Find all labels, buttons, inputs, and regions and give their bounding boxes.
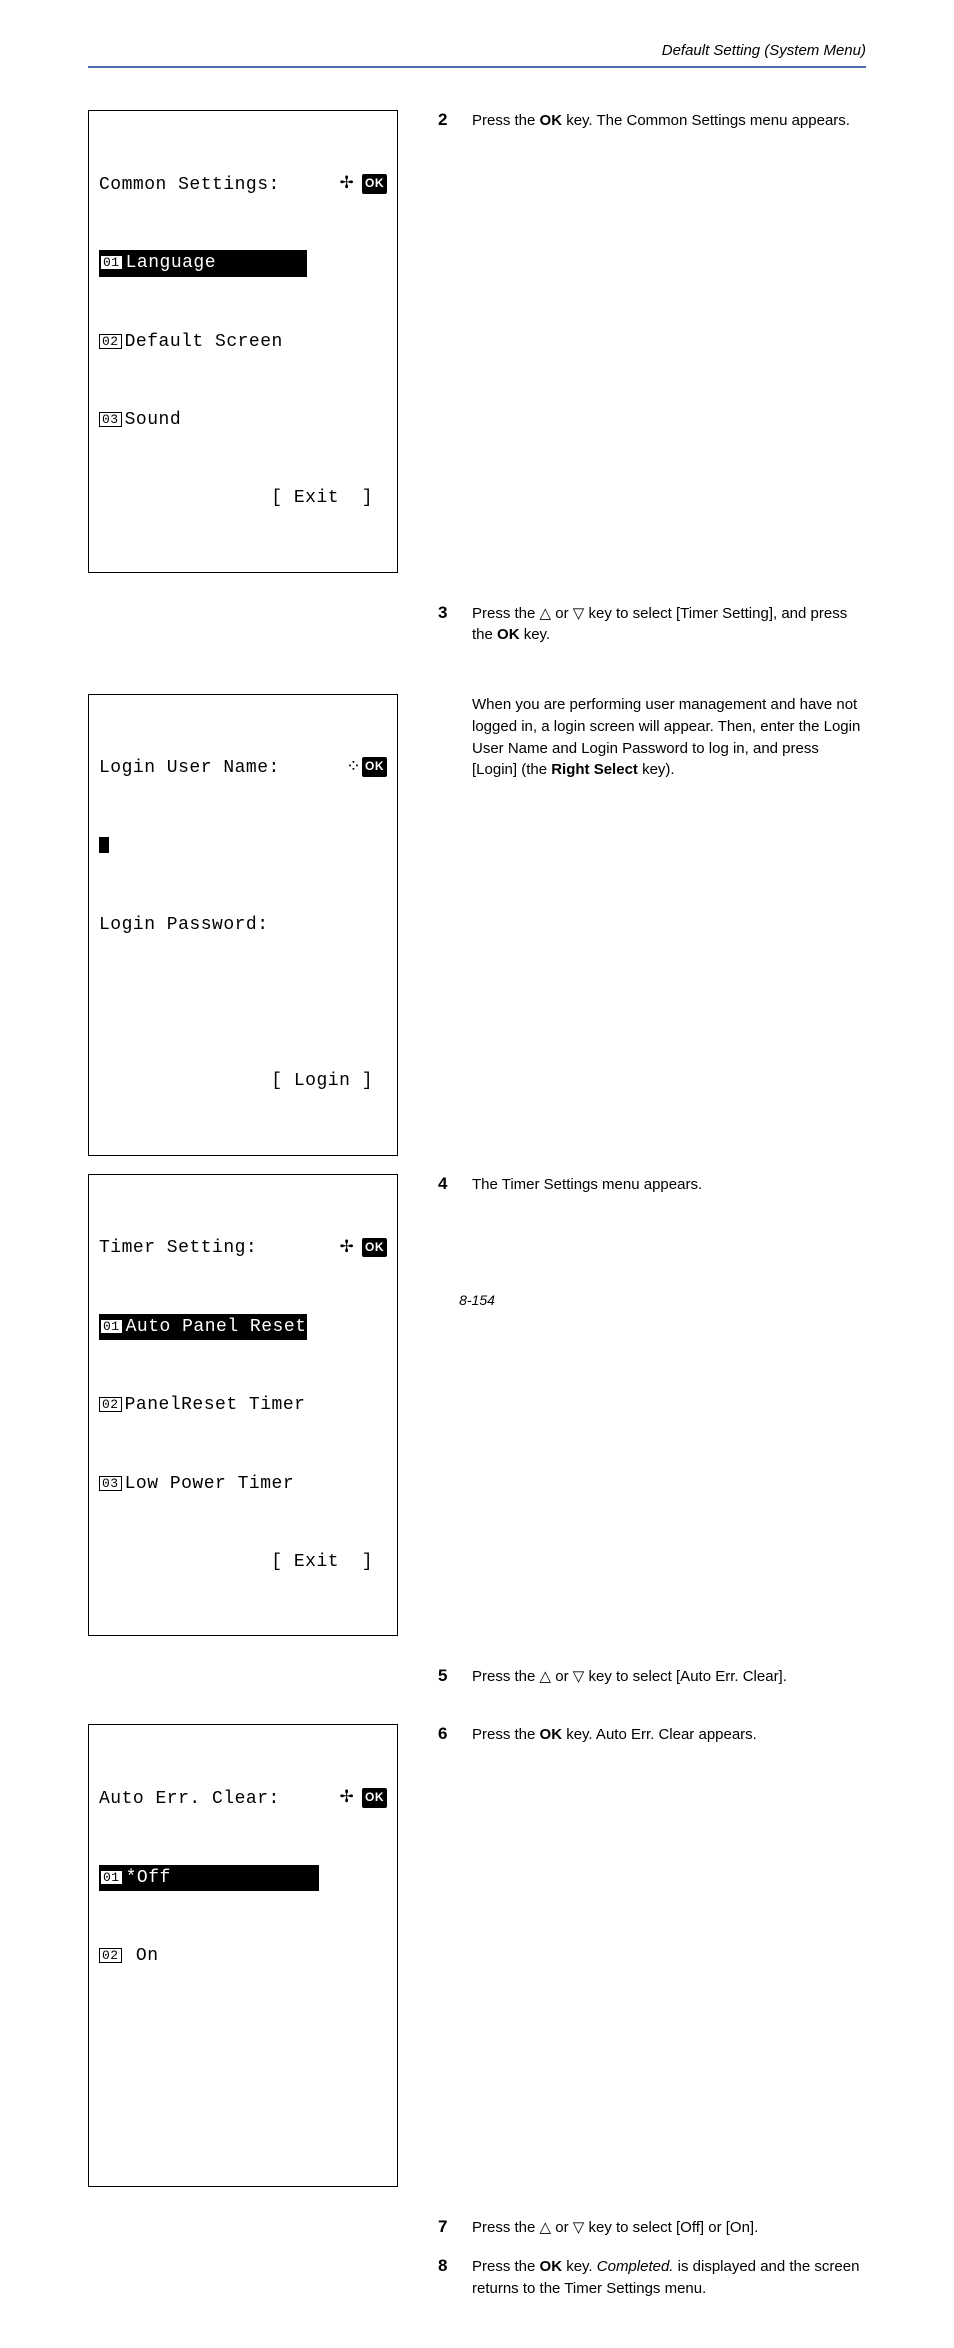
lcd-title: Timer Setting:	[99, 1235, 257, 1261]
item-label: On	[125, 1946, 159, 1966]
step-3-note: When you are performing user management …	[438, 694, 866, 781]
dotted-cross-icon: ⁘	[346, 758, 362, 778]
lcd-line: Login Password:	[99, 912, 387, 938]
step-text: Press the OK key. The Common Settings me…	[472, 110, 850, 132]
nav-arrows-icon: ✢	[339, 173, 350, 192]
step-number: 7	[438, 2217, 454, 2239]
step-6: 6 Press the OK key. Auto Err. Clear appe…	[438, 1724, 866, 1746]
header-rule	[88, 66, 866, 68]
lcd-login: Login User Name: ⁘OK Login Password: [ L…	[88, 694, 398, 1156]
step-number: 6	[438, 1724, 454, 1746]
item-num: 01	[100, 1870, 123, 1885]
ok-badge-icon: OK	[362, 1788, 387, 1807]
step-text: Press the △ or ▽ key to select [Timer Se…	[472, 603, 866, 647]
lcd-common-settings: Common Settings: ✢ OK 01Language 02Defau…	[88, 110, 398, 573]
step-8: 8 Press the OK key. Completed. is displa…	[438, 2256, 866, 2300]
step-3: 3 Press the △ or ▽ key to select [Timer …	[438, 603, 866, 647]
soft-key-exit: [ Exit ]	[99, 1549, 387, 1575]
item-label: Language	[126, 253, 216, 273]
page-header: Default Setting (System Menu)	[662, 42, 866, 59]
item-label: Default Screen	[125, 332, 283, 352]
step-number: 4	[438, 1174, 454, 1196]
step-number: 8	[438, 2256, 454, 2300]
step-text: When you are performing user management …	[472, 694, 866, 781]
step-text: Press the △ or ▽ key to select [Off] or …	[472, 2217, 758, 2239]
ok-badge-icon: OK	[362, 174, 387, 193]
item-label: *Off	[126, 1868, 171, 1888]
lcd-title: Auto Err. Clear:	[99, 1786, 280, 1812]
item-label: PanelReset Timer	[125, 1395, 306, 1415]
item-num: 02	[99, 1397, 122, 1412]
item-num: 03	[99, 412, 122, 427]
nav-arrows-icon: ✢	[339, 1237, 350, 1256]
lcd-auto-err-clear: Auto Err. Clear: ✢ OK 01*Off 02 On	[88, 1724, 398, 2187]
lcd-timer-setting: Timer Setting: ✢ OK 01Auto Panel Reset 0…	[88, 1174, 398, 1637]
soft-key-login: [ Login ]	[99, 1068, 387, 1094]
item-num: 02	[99, 334, 122, 349]
step-4: 4 The Timer Settings menu appears.	[438, 1174, 866, 1196]
step-7: 7 Press the △ or ▽ key to select [Off] o…	[438, 2217, 866, 2239]
soft-key-exit: [ Exit ]	[99, 485, 387, 511]
lcd-title: Common Settings:	[99, 172, 280, 198]
step-text: Press the OK key. Auto Err. Clear appear…	[472, 1724, 757, 1746]
lcd-title: Login User Name:	[99, 755, 280, 781]
step-5: 5 Press the △ or ▽ key to select [Auto E…	[438, 1666, 866, 1688]
ok-badge-icon: OK	[362, 757, 387, 776]
item-label: Sound	[125, 410, 182, 430]
item-label: Auto Panel Reset	[126, 1317, 307, 1337]
item-num: 02	[99, 1948, 122, 1963]
page-number: 8-154	[0, 1292, 954, 1308]
step-text: Press the OK key. Completed. is displaye…	[472, 2256, 866, 2300]
step-text: Press the △ or ▽ key to select [Auto Err…	[472, 1666, 787, 1688]
step-number: 5	[438, 1666, 454, 1688]
nav-arrows-icon: ✢	[339, 1787, 350, 1806]
step-number: 2	[438, 110, 454, 132]
ok-badge-icon: OK	[362, 1238, 387, 1257]
cursor-icon	[99, 837, 109, 853]
step-2: 2 Press the OK key. The Common Settings …	[438, 110, 866, 132]
item-num: 03	[99, 1476, 122, 1491]
step-text: The Timer Settings menu appears.	[472, 1174, 702, 1196]
main-content: Common Settings: ✢ OK 01Language 02Defau…	[88, 110, 866, 2348]
item-num: 01	[100, 1319, 123, 1334]
step-number: 3	[438, 603, 454, 647]
item-num: 01	[100, 255, 123, 270]
item-label: Low Power Timer	[125, 1474, 295, 1494]
